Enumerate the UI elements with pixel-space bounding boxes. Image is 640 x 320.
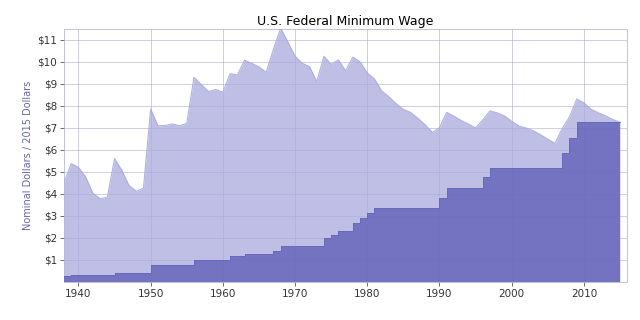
Y-axis label: Nominal Dollars / 2015 Dollars: Nominal Dollars / 2015 Dollars (23, 81, 33, 230)
Title: U.S. Federal Minimum Wage: U.S. Federal Minimum Wage (257, 15, 434, 28)
